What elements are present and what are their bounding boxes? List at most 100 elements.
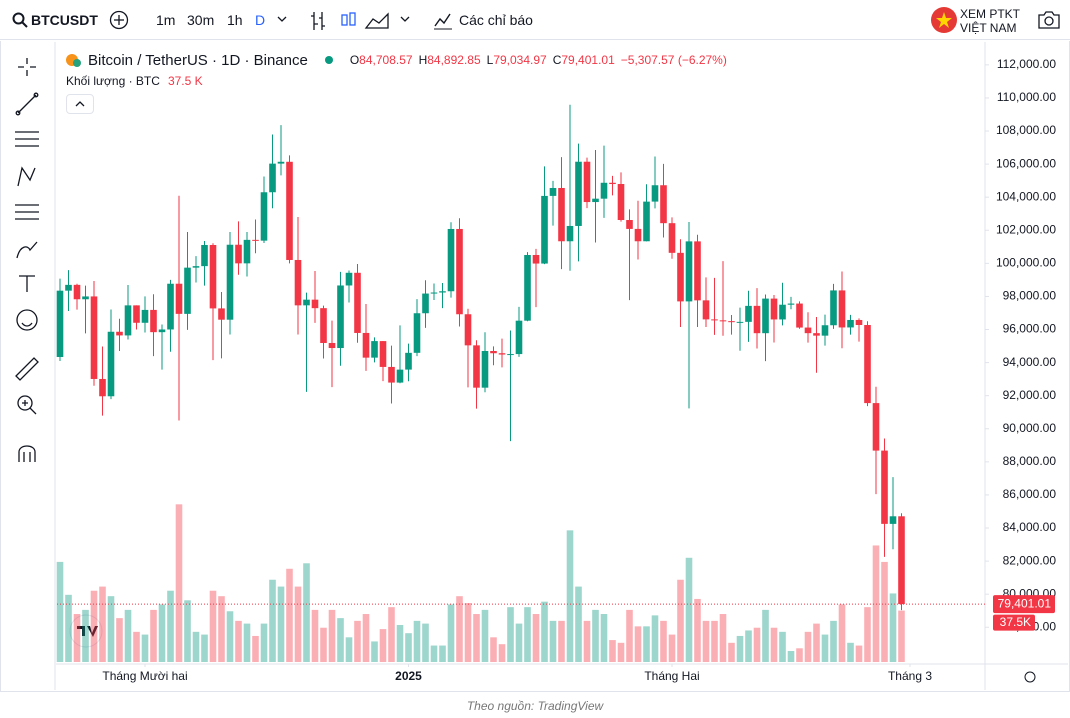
volume-bar xyxy=(660,620,667,662)
candle-body xyxy=(294,259,302,306)
candle-body xyxy=(56,290,64,357)
last-price-label: 79,401.01 xyxy=(998,596,1052,610)
interval[interactable]: 1h xyxy=(227,11,243,28)
candle-body xyxy=(532,254,540,264)
candle-body xyxy=(362,332,370,358)
volume-bar xyxy=(235,620,242,662)
volume-bar xyxy=(668,634,676,662)
candle-body xyxy=(830,290,837,326)
volume-bar xyxy=(541,601,548,662)
volume-bar xyxy=(413,620,421,662)
candle-body xyxy=(549,187,557,196)
volume-bar xyxy=(158,604,166,662)
volume-bar xyxy=(320,627,327,662)
brand-logo xyxy=(931,7,957,33)
candle-body xyxy=(804,327,812,334)
volume-bar xyxy=(532,614,540,662)
candle-body xyxy=(779,304,786,320)
indicators-icon[interactable] xyxy=(433,10,453,30)
volume-bar xyxy=(82,609,89,662)
volume-bar xyxy=(252,635,259,662)
candle-body xyxy=(235,244,242,264)
volume-bar xyxy=(73,614,81,662)
legend: Bitcoin / TetherUS · 1D · Binance O84,70… xyxy=(66,50,727,114)
volume-bar xyxy=(838,604,846,662)
candle-body xyxy=(677,252,684,302)
interval[interactable]: 1m xyxy=(156,11,176,28)
candle-body xyxy=(388,366,395,383)
candle-body xyxy=(728,321,735,323)
y-tick-label: 104,000.00 xyxy=(996,189,1056,203)
y-tick-label: 94,000.00 xyxy=(1003,355,1057,369)
candle-body xyxy=(311,299,319,309)
y-tick-label: 102,000.00 xyxy=(996,222,1056,236)
candle-body xyxy=(396,369,404,383)
candle-body xyxy=(175,283,183,314)
candle-body xyxy=(252,239,259,241)
volume-bar xyxy=(600,614,608,662)
ohlc-value: 84,892.85 xyxy=(427,53,481,67)
candle-body xyxy=(107,331,115,397)
candle-body xyxy=(787,303,795,305)
change: −5,307.57 (−6.27%) xyxy=(620,53,727,67)
candle-body xyxy=(592,198,599,203)
candle-body xyxy=(796,303,803,328)
volume-bar xyxy=(813,623,820,662)
volume-bar xyxy=(762,609,769,662)
candle-body xyxy=(99,378,106,397)
candle-body xyxy=(464,314,472,346)
chart-type-icons[interactable] xyxy=(310,10,420,32)
interval[interactable]: D xyxy=(255,11,266,28)
camera-icon[interactable] xyxy=(1038,11,1060,29)
volume-bar xyxy=(490,637,497,662)
volume-bar xyxy=(889,593,897,662)
search-icon[interactable] xyxy=(12,12,28,28)
candle-body xyxy=(328,342,336,349)
candle-body xyxy=(524,254,531,321)
candle-body xyxy=(90,296,98,379)
candle-body xyxy=(847,319,854,328)
volume-bar xyxy=(643,626,650,662)
settings-icon[interactable] xyxy=(1024,671,1036,683)
indicators-button[interactable]: Các chỉ báo xyxy=(459,11,533,28)
candle-body xyxy=(345,272,353,286)
y-tick-label: 96,000.00 xyxy=(1003,322,1057,336)
candle-body xyxy=(872,403,880,451)
y-tick-label: 108,000.00 xyxy=(996,123,1056,137)
volume-bar xyxy=(592,609,599,662)
candle-body xyxy=(736,321,744,323)
candle-body xyxy=(490,351,497,354)
candle-body xyxy=(405,352,412,370)
drawing-tools[interactable] xyxy=(15,58,39,462)
volume-bar xyxy=(575,586,582,662)
volume-bar xyxy=(124,609,132,662)
collapse-button[interactable] xyxy=(66,94,94,114)
volume-bar xyxy=(337,618,344,662)
ohlc-legend: O84,708.57 H84,892.85 L79,034.97 C79,401.01 xyxy=(350,53,615,67)
volume-bar xyxy=(379,629,387,662)
volume-title: Khối lượng · BTC xyxy=(66,74,160,88)
brand-line: XEM PTKT xyxy=(960,7,1021,21)
y-tick-label: 100,000.00 xyxy=(996,256,1056,270)
candle-body xyxy=(515,320,523,355)
volume-bar xyxy=(99,586,106,662)
candle-body xyxy=(116,331,123,336)
symbol[interactable]: BTCUSDT xyxy=(31,11,98,28)
volume-bar xyxy=(651,615,659,662)
chart-title: Bitcoin / TetherUS · 1D · Binance xyxy=(88,51,308,69)
volume-bar xyxy=(481,609,489,662)
interval[interactable]: 30m xyxy=(187,11,215,28)
candle-body xyxy=(838,290,846,328)
candle-body xyxy=(898,516,905,605)
volume-bar xyxy=(294,586,302,662)
volume-bar xyxy=(456,596,463,662)
add-symbol[interactable] xyxy=(109,10,129,30)
volume-bar xyxy=(685,557,693,662)
volume-bar xyxy=(881,561,888,662)
candle-body xyxy=(855,319,863,325)
chevron[interactable] xyxy=(277,14,287,24)
btc-icon xyxy=(66,54,81,67)
volume-bar xyxy=(617,642,625,662)
volume-bar xyxy=(864,607,871,662)
volume-bar xyxy=(141,634,149,662)
